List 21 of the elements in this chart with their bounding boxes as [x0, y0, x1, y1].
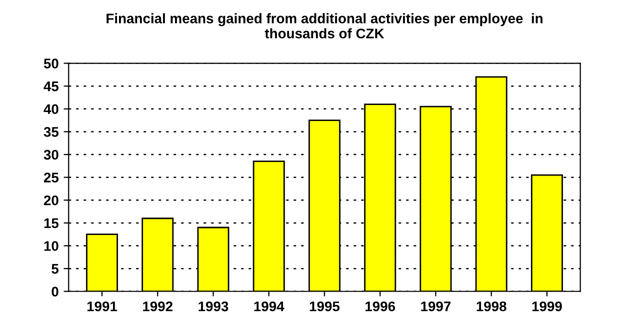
- y-tick-label: 50: [44, 58, 58, 68]
- x-tick-label: 1999: [532, 301, 562, 312]
- y-tick-label: 40: [44, 104, 58, 114]
- x-tick-label: 1991: [87, 301, 118, 312]
- y-tick-label: 45: [44, 82, 59, 92]
- y-tick-label: 15: [44, 218, 59, 228]
- x-tick-label: 1993: [198, 301, 228, 312]
- y-tick-label: 35: [44, 127, 59, 137]
- x-tick-label: 1997: [421, 301, 451, 312]
- x-tick-label: 1992: [143, 301, 173, 312]
- x-tick-label: 1998: [476, 301, 506, 312]
- x-tick-label: 1996: [366, 301, 396, 312]
- y-tick-label: 0: [52, 286, 58, 297]
- chart-title: Financial means gained from additional activities per employee in thousands of CZK: [106, 13, 542, 38]
- y-tick-label: 5: [52, 264, 59, 274]
- x-tick-label: 1995: [310, 301, 340, 312]
- y-tick-label: 30: [44, 150, 58, 160]
- y-tick-label: 25: [44, 172, 59, 182]
- y-tick-label: 20: [44, 195, 58, 206]
- y-tick-label: 10: [44, 241, 58, 251]
- x-tick-label: 1994: [254, 301, 284, 312]
